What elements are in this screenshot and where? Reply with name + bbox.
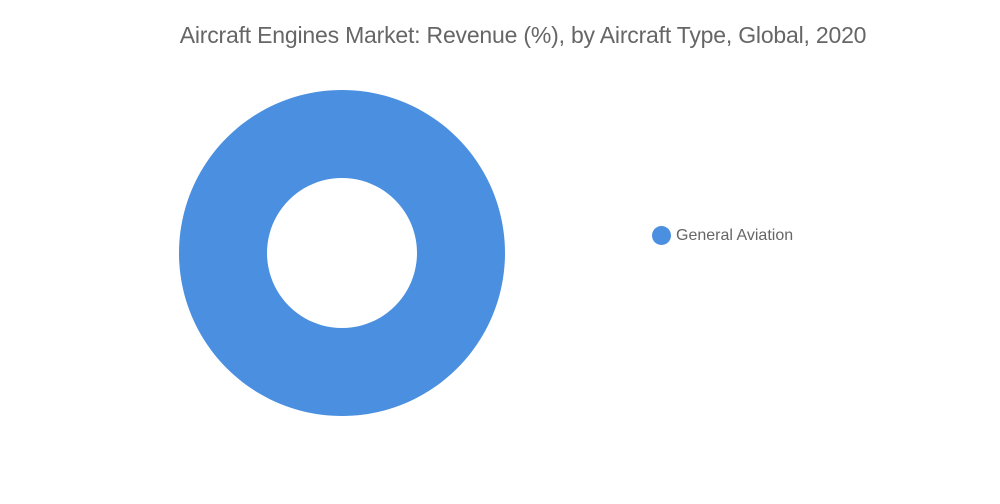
legend-label: General Aviation bbox=[676, 226, 794, 244]
legend: General Aviation bbox=[652, 226, 793, 245]
donut-slice-general-aviation[interactable] bbox=[178, 90, 505, 416]
legend-item-general-aviation[interactable]: General Aviation bbox=[652, 226, 793, 245]
legend-swatch-icon bbox=[652, 226, 671, 245]
chart-title: Aircraft Engines Market: Revenue (%), by… bbox=[179, 22, 867, 48]
